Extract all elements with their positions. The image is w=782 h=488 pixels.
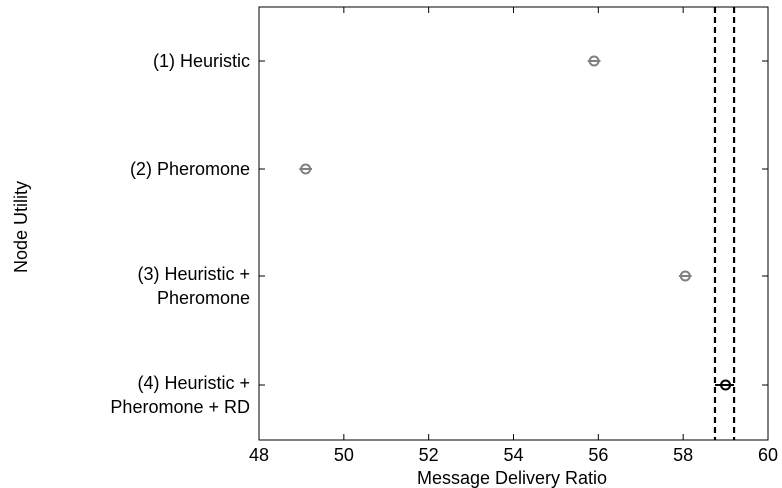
category-label: (3) Heuristic + xyxy=(137,264,250,284)
category-label: (2) Pheromone xyxy=(130,159,250,179)
data-points xyxy=(299,7,734,440)
category-label: Pheromone + RD xyxy=(110,397,250,417)
y-axis: (1) Heuristic (2) Pheromone (3) Heuristic … xyxy=(110,51,768,417)
category-label: Pheromone xyxy=(157,288,250,308)
x-axis-label: Message Delivery Ratio xyxy=(417,468,607,488)
x-tick-label: 48 xyxy=(249,445,269,465)
plot-area xyxy=(259,7,768,440)
plot-frame xyxy=(259,7,768,440)
category-label: (4) Heuristic + xyxy=(137,373,250,393)
x-tick-label: 60 xyxy=(758,445,778,465)
category-label: (1) Heuristic xyxy=(153,51,250,71)
y-axis-label: Node Utility xyxy=(11,181,31,273)
x-axis: 48 50 52 54 56 58 60 xyxy=(249,7,778,465)
x-tick-label: 54 xyxy=(503,445,523,465)
x-tick-label: 50 xyxy=(334,445,354,465)
x-tick-label: 52 xyxy=(419,445,439,465)
x-tick-label: 58 xyxy=(673,445,693,465)
x-tick-label: 56 xyxy=(588,445,608,465)
